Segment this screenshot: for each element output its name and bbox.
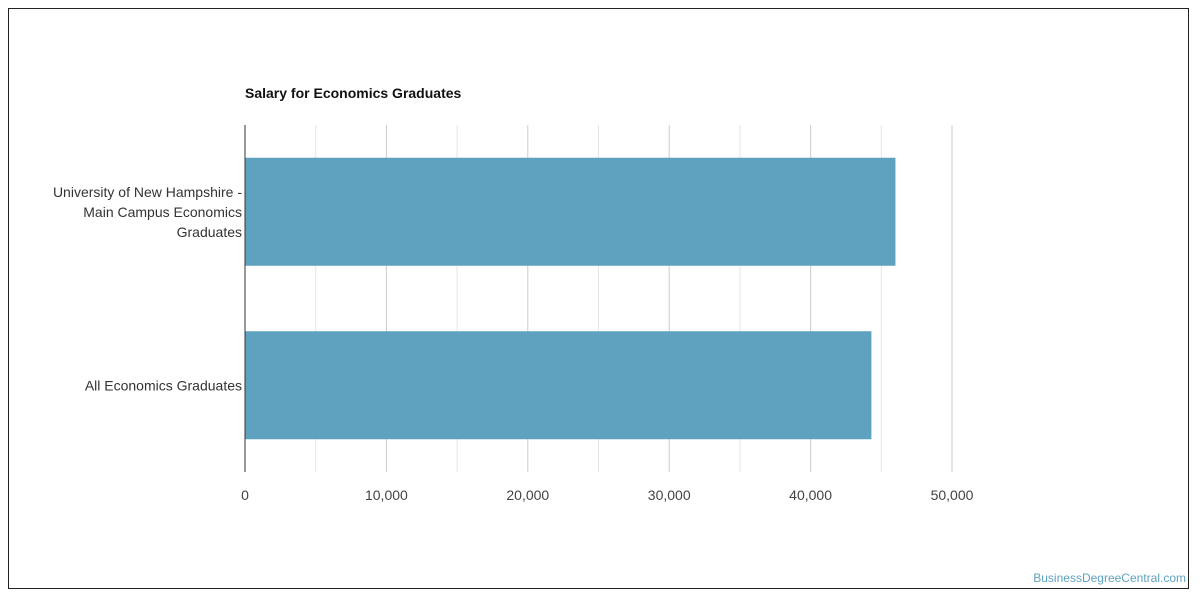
x-tick-label: 0	[241, 487, 249, 503]
category-label: Graduates	[177, 224, 242, 240]
category-label: Main Campus Economics	[83, 204, 242, 220]
category-label: University of New Hampshire -	[53, 184, 242, 200]
x-tick-label: 20,000	[506, 487, 549, 503]
x-tick-label: 10,000	[365, 487, 408, 503]
bar	[245, 157, 896, 266]
watermark-text: BusinessDegreeCentral.com	[1033, 571, 1186, 585]
category-label: All Economics Graduates	[85, 377, 242, 393]
chart-title: Salary for Economics Graduates	[245, 85, 462, 101]
bar	[245, 331, 872, 440]
x-tick-label: 40,000	[789, 487, 832, 503]
x-tick-label: 30,000	[648, 487, 691, 503]
x-tick-label: 50,000	[931, 487, 974, 503]
